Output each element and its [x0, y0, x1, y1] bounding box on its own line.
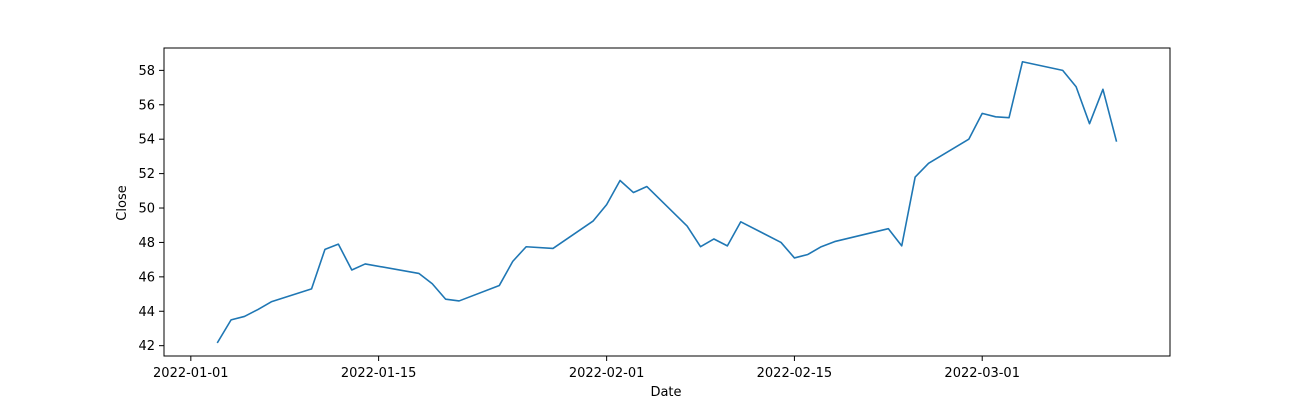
- y-tick-label: 46: [138, 270, 155, 285]
- y-axis-ticks: 42 44 46 48 50 52 54 56 58: [138, 64, 164, 354]
- y-axis-label: Close: [115, 185, 130, 220]
- x-tick-label: 2022-02-01: [569, 366, 645, 381]
- series-line-0: [216, 60, 1118, 344]
- y-tick-label: 52: [138, 167, 155, 182]
- plot-frame: [163, 47, 1171, 357]
- x-axis-label: Date: [650, 385, 681, 400]
- y-tick-label: 44: [138, 305, 155, 320]
- y-tick-label: 48: [138, 236, 155, 251]
- y-tick-label: 54: [138, 133, 155, 148]
- y-tick-label: 50: [138, 202, 155, 217]
- plot-area: [163, 47, 1171, 357]
- x-tick-label: 2022-03-01: [944, 366, 1020, 381]
- y-tick-label: 56: [138, 98, 155, 113]
- x-tick-label: 2022-01-15: [341, 366, 417, 381]
- y-tick-label: 42: [138, 339, 155, 354]
- x-axis-ticks: 2022-01-01 2022-01-15 2022-02-01 2022-02-15…: [153, 356, 1020, 381]
- x-tick-label: 2022-01-01: [153, 366, 229, 381]
- y-tick-label: 58: [138, 64, 155, 79]
- x-tick-label: 2022-02-15: [757, 366, 833, 381]
